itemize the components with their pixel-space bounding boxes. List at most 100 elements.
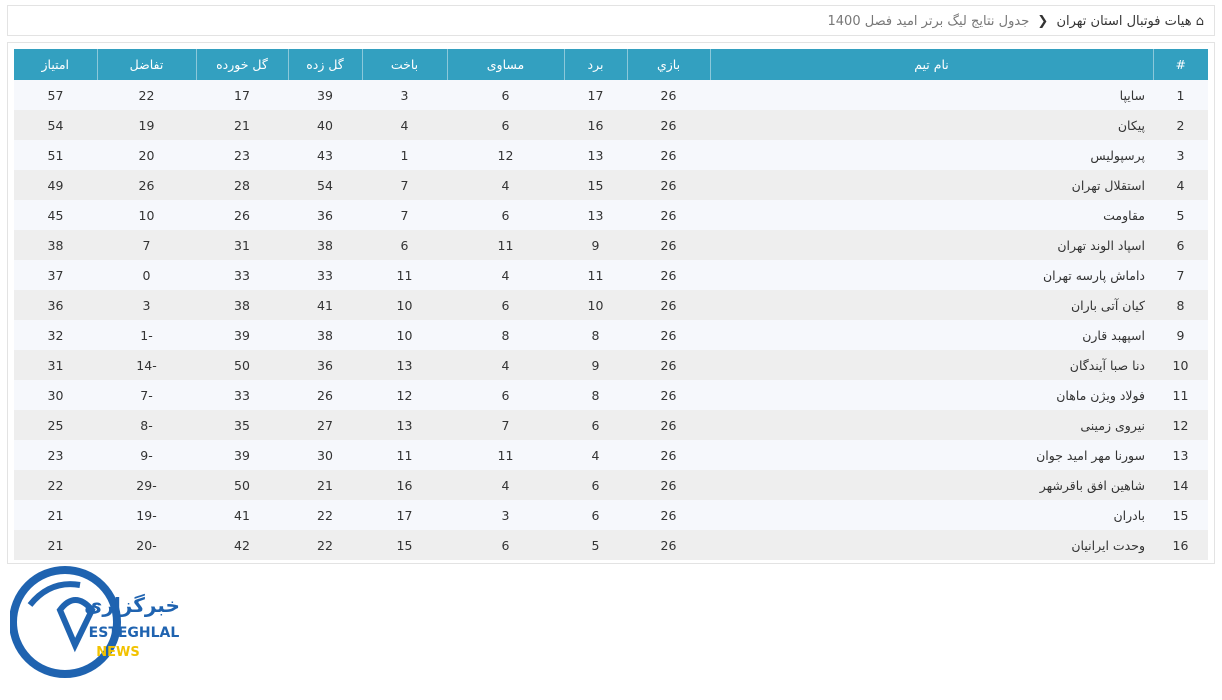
cell-rank: 14	[1153, 470, 1208, 500]
breadcrumb-parent[interactable]: هیات فوتبال استان تهران	[1056, 14, 1192, 29]
cell-team: کیان آتی باران	[710, 290, 1153, 320]
cell-won: 6	[564, 500, 627, 530]
cell-lost: 11	[362, 260, 447, 290]
cell-goal-diff: 7	[97, 230, 196, 260]
cell-goals-against: 41	[196, 500, 288, 530]
cell-won: 13	[564, 200, 627, 230]
cell-lost: 17	[362, 500, 447, 530]
cell-team: بادران	[710, 500, 1153, 530]
cell-played: 26	[627, 320, 710, 350]
cell-goals-against: 31	[196, 230, 288, 260]
table-row: 5 مقاومت 26 13 6 7 36 26 10 45	[14, 200, 1208, 230]
cell-rank: 1	[1153, 80, 1208, 110]
cell-drawn: 12	[447, 140, 564, 170]
cell-points: 23	[14, 440, 97, 470]
cell-lost: 10	[362, 290, 447, 320]
cell-rank: 7	[1153, 260, 1208, 290]
cell-lost: 7	[362, 200, 447, 230]
cell-team: سورنا مهر امید جوان	[710, 440, 1153, 470]
cell-played: 26	[627, 170, 710, 200]
cell-goal-diff: -14	[97, 350, 196, 380]
cell-rank: 11	[1153, 380, 1208, 410]
cell-goals-against: 42	[196, 530, 288, 560]
table-row: 14 شاهین افق باقرشهر 26 6 4 16 21 50 -29 22	[14, 470, 1208, 500]
cell-goals-for: 40	[288, 110, 362, 140]
standings-panel: # نام تیم بازي برد مساوی باخت گل زده گل خورده تف…	[7, 42, 1215, 564]
cell-goal-diff: -7	[97, 380, 196, 410]
cell-rank: 8	[1153, 290, 1208, 320]
cell-goals-against: 50	[196, 470, 288, 500]
cell-team: استقلال تهران	[710, 170, 1153, 200]
cell-played: 26	[627, 500, 710, 530]
cell-team: داماش پارسه تهران	[710, 260, 1153, 290]
cell-rank: 16	[1153, 530, 1208, 560]
cell-lost: 16	[362, 470, 447, 500]
cell-lost: 7	[362, 170, 447, 200]
cell-played: 26	[627, 110, 710, 140]
logo-text-en: ESTEGHLAL	[89, 625, 180, 641]
cell-won: 5	[564, 530, 627, 560]
cell-points: 54	[14, 110, 97, 140]
cell-goals-for: 38	[288, 230, 362, 260]
breadcrumb: ⌂ هیات فوتبال استان تهران ❮ جدول نتایج ل…	[7, 5, 1215, 36]
home-icon[interactable]: ⌂	[1195, 14, 1204, 29]
cell-goals-against: 21	[196, 110, 288, 140]
cell-won: 10	[564, 290, 627, 320]
cell-goal-diff: 26	[97, 170, 196, 200]
cell-points: 21	[14, 500, 97, 530]
cell-rank: 10	[1153, 350, 1208, 380]
cell-won: 8	[564, 320, 627, 350]
cell-won: 8	[564, 380, 627, 410]
cell-played: 26	[627, 200, 710, 230]
cell-team: سایپا	[710, 80, 1153, 110]
table-row: 13 سورنا مهر امید جوان 26 4 11 11 30 39 -9 23	[14, 440, 1208, 470]
table-row: 11 فولاد ویژن ماهان 26 8 6 12 26 33 -7 30	[14, 380, 1208, 410]
table-row: 12 نیروی زمینی 26 6 7 13 27 35 -8 25	[14, 410, 1208, 440]
cell-drawn: 6	[447, 110, 564, 140]
header-rank: #	[1152, 49, 1208, 80]
cell-played: 26	[627, 230, 710, 260]
cell-goals-against: 26	[196, 200, 288, 230]
cell-goals-for: 39	[288, 80, 362, 110]
cell-points: 32	[14, 320, 97, 350]
cell-team: نیروی زمینی	[710, 410, 1153, 440]
cell-goal-diff: -19	[97, 500, 196, 530]
cell-goals-against: 33	[196, 380, 288, 410]
cell-points: 31	[14, 350, 97, 380]
table-row: 15 بادران 26 6 3 17 22 41 -19 21	[14, 500, 1208, 530]
cell-played: 26	[627, 80, 710, 110]
cell-goals-against: 33	[196, 260, 288, 290]
cell-played: 26	[627, 350, 710, 380]
cell-goal-diff: -9	[97, 440, 196, 470]
cell-won: 6	[564, 470, 627, 500]
cell-goals-against: 28	[196, 170, 288, 200]
cell-played: 26	[627, 140, 710, 170]
cell-goals-for: 22	[288, 530, 362, 560]
cell-goal-diff: 3	[97, 290, 196, 320]
cell-goals-for: 43	[288, 140, 362, 170]
chevron-left-icon: ❮	[1037, 14, 1049, 29]
cell-won: 9	[564, 230, 627, 260]
cell-goal-diff: 19	[97, 110, 196, 140]
cell-drawn: 7	[447, 410, 564, 440]
cell-points: 49	[14, 170, 97, 200]
cell-rank: 9	[1153, 320, 1208, 350]
cell-goal-diff: -29	[97, 470, 196, 500]
cell-goals-for: 41	[288, 290, 362, 320]
cell-drawn: 3	[447, 500, 564, 530]
cell-points: 36	[14, 290, 97, 320]
cell-goals-for: 38	[288, 320, 362, 350]
table-row: 6 اسپاد الوند تهران 26 9 11 6 38 31 7 38	[14, 230, 1208, 260]
cell-rank: 6	[1153, 230, 1208, 260]
cell-drawn: 4	[447, 260, 564, 290]
table-row: 4 استقلال تهران 26 15 4 7 54 28 26 49	[14, 170, 1208, 200]
cell-team: پیکان	[710, 110, 1153, 140]
cell-rank: 4	[1153, 170, 1208, 200]
cell-lost: 13	[362, 350, 447, 380]
cell-goals-against: 35	[196, 410, 288, 440]
cell-team: دنا صبا آیندگان	[710, 350, 1153, 380]
header-goals-for: گل زده	[287, 49, 362, 80]
cell-team: فولاد ویژن ماهان	[710, 380, 1153, 410]
cell-won: 4	[564, 440, 627, 470]
header-team: نام تیم	[709, 49, 1153, 80]
